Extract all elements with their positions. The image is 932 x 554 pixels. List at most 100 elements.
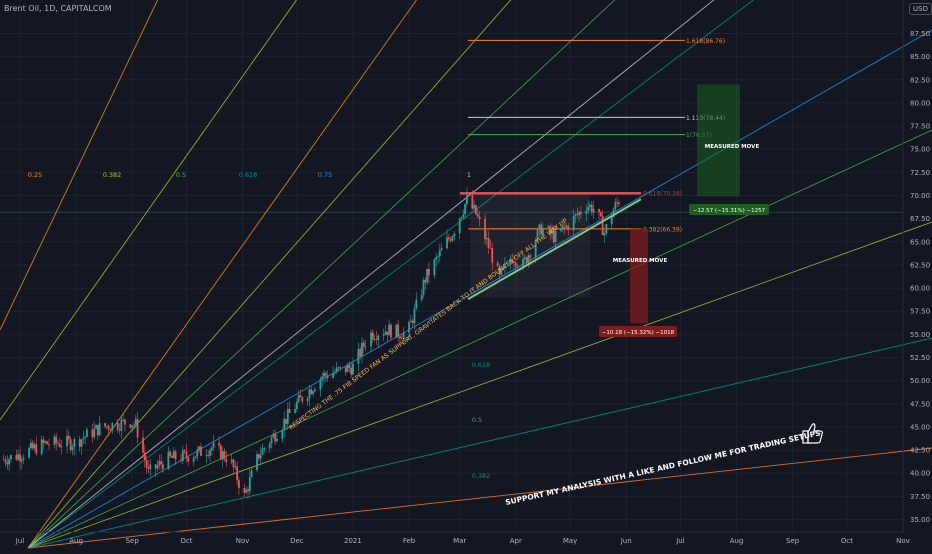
candle-body [339,366,342,368]
candle [276,433,278,443]
candle [154,463,157,477]
candle [259,446,262,466]
candle [147,459,150,474]
candle-body [118,429,121,431]
candle-body [143,452,146,461]
candle [523,254,526,262]
candle [547,224,550,230]
candle-body [261,448,264,455]
candle-body [375,339,378,340]
candle-body [256,454,258,471]
candle-body [413,308,416,324]
candle-body [458,218,461,234]
candle-body [598,208,600,213]
candle-body [232,459,235,468]
candle-body [357,349,360,364]
candle-body [196,449,199,457]
candle-body [33,444,36,449]
candle [324,370,327,382]
candle [326,370,329,382]
candle [563,223,566,235]
candle-body [565,225,568,228]
candle [314,386,316,393]
candle-body [578,212,581,215]
candle [158,454,161,470]
candle-body [362,342,365,347]
candle [496,260,499,267]
candle-body [523,257,526,259]
candle [516,263,519,270]
candle-body [250,470,253,477]
candle-body [476,214,479,217]
candle [57,439,59,447]
support-trendline [467,198,642,301]
candle-body [332,373,334,379]
candle [167,446,170,471]
candle-body [80,439,83,447]
candle [437,253,439,265]
y-tick-label: 70.00 [910,192,930,200]
candle-body [346,365,349,373]
candle-body [95,425,97,429]
candle-body [297,395,300,402]
candle-body [93,428,96,438]
candle [373,334,376,342]
candle-body [205,455,208,456]
candle-body [10,454,12,460]
candle [294,403,296,414]
candle-body [57,443,59,445]
candle [60,440,63,455]
candle-body [210,447,213,451]
candle [42,436,45,450]
candle-body [560,229,562,231]
candle [15,449,18,461]
candle-body [42,439,45,443]
candle [82,430,85,445]
candle-body [285,418,287,424]
candle [542,222,544,238]
candle [352,357,354,376]
candle [435,252,438,267]
candle [221,446,224,468]
candle-body [337,367,340,369]
candle [357,342,360,372]
candle-body [67,435,70,440]
candle [554,225,557,251]
candle-body [511,259,514,262]
y-tick-label: 72.50 [910,169,930,177]
candle-body [105,426,108,427]
candle [500,268,503,277]
candle-body [612,209,615,218]
candle [502,266,505,271]
candle [451,234,454,243]
candle-body [364,346,367,348]
candle [411,318,414,328]
candle-body [361,342,363,357]
candle [285,418,287,431]
candle [104,422,106,429]
x-tick-label: Apr [510,537,522,545]
candle-body [485,238,488,240]
candle-body [326,375,329,379]
candle-body [308,389,311,399]
candle-body [567,225,570,231]
candle-body [71,446,74,450]
thumbs-up-icon [807,423,823,444]
candle-body [415,299,418,309]
candle-body [534,241,537,258]
candle [525,256,528,265]
x-tick-label: Nov [236,537,250,545]
currency-badge[interactable]: USD [909,3,932,15]
y-tick-label: 65.00 [910,238,930,246]
thumbs-up-icon [802,423,823,444]
candle [4,455,7,467]
x-tick-label: Oct [841,537,853,545]
x-axis: Jul Aug Sep Oct Nov Dec 2021 Feb Mar Apr May Jun Jul… [0,531,910,545]
candle [194,456,197,459]
candle-body [484,218,486,240]
candle [261,443,264,456]
candle-body [295,401,298,410]
candle [180,453,182,464]
x-tick-label: Nov [896,537,910,545]
